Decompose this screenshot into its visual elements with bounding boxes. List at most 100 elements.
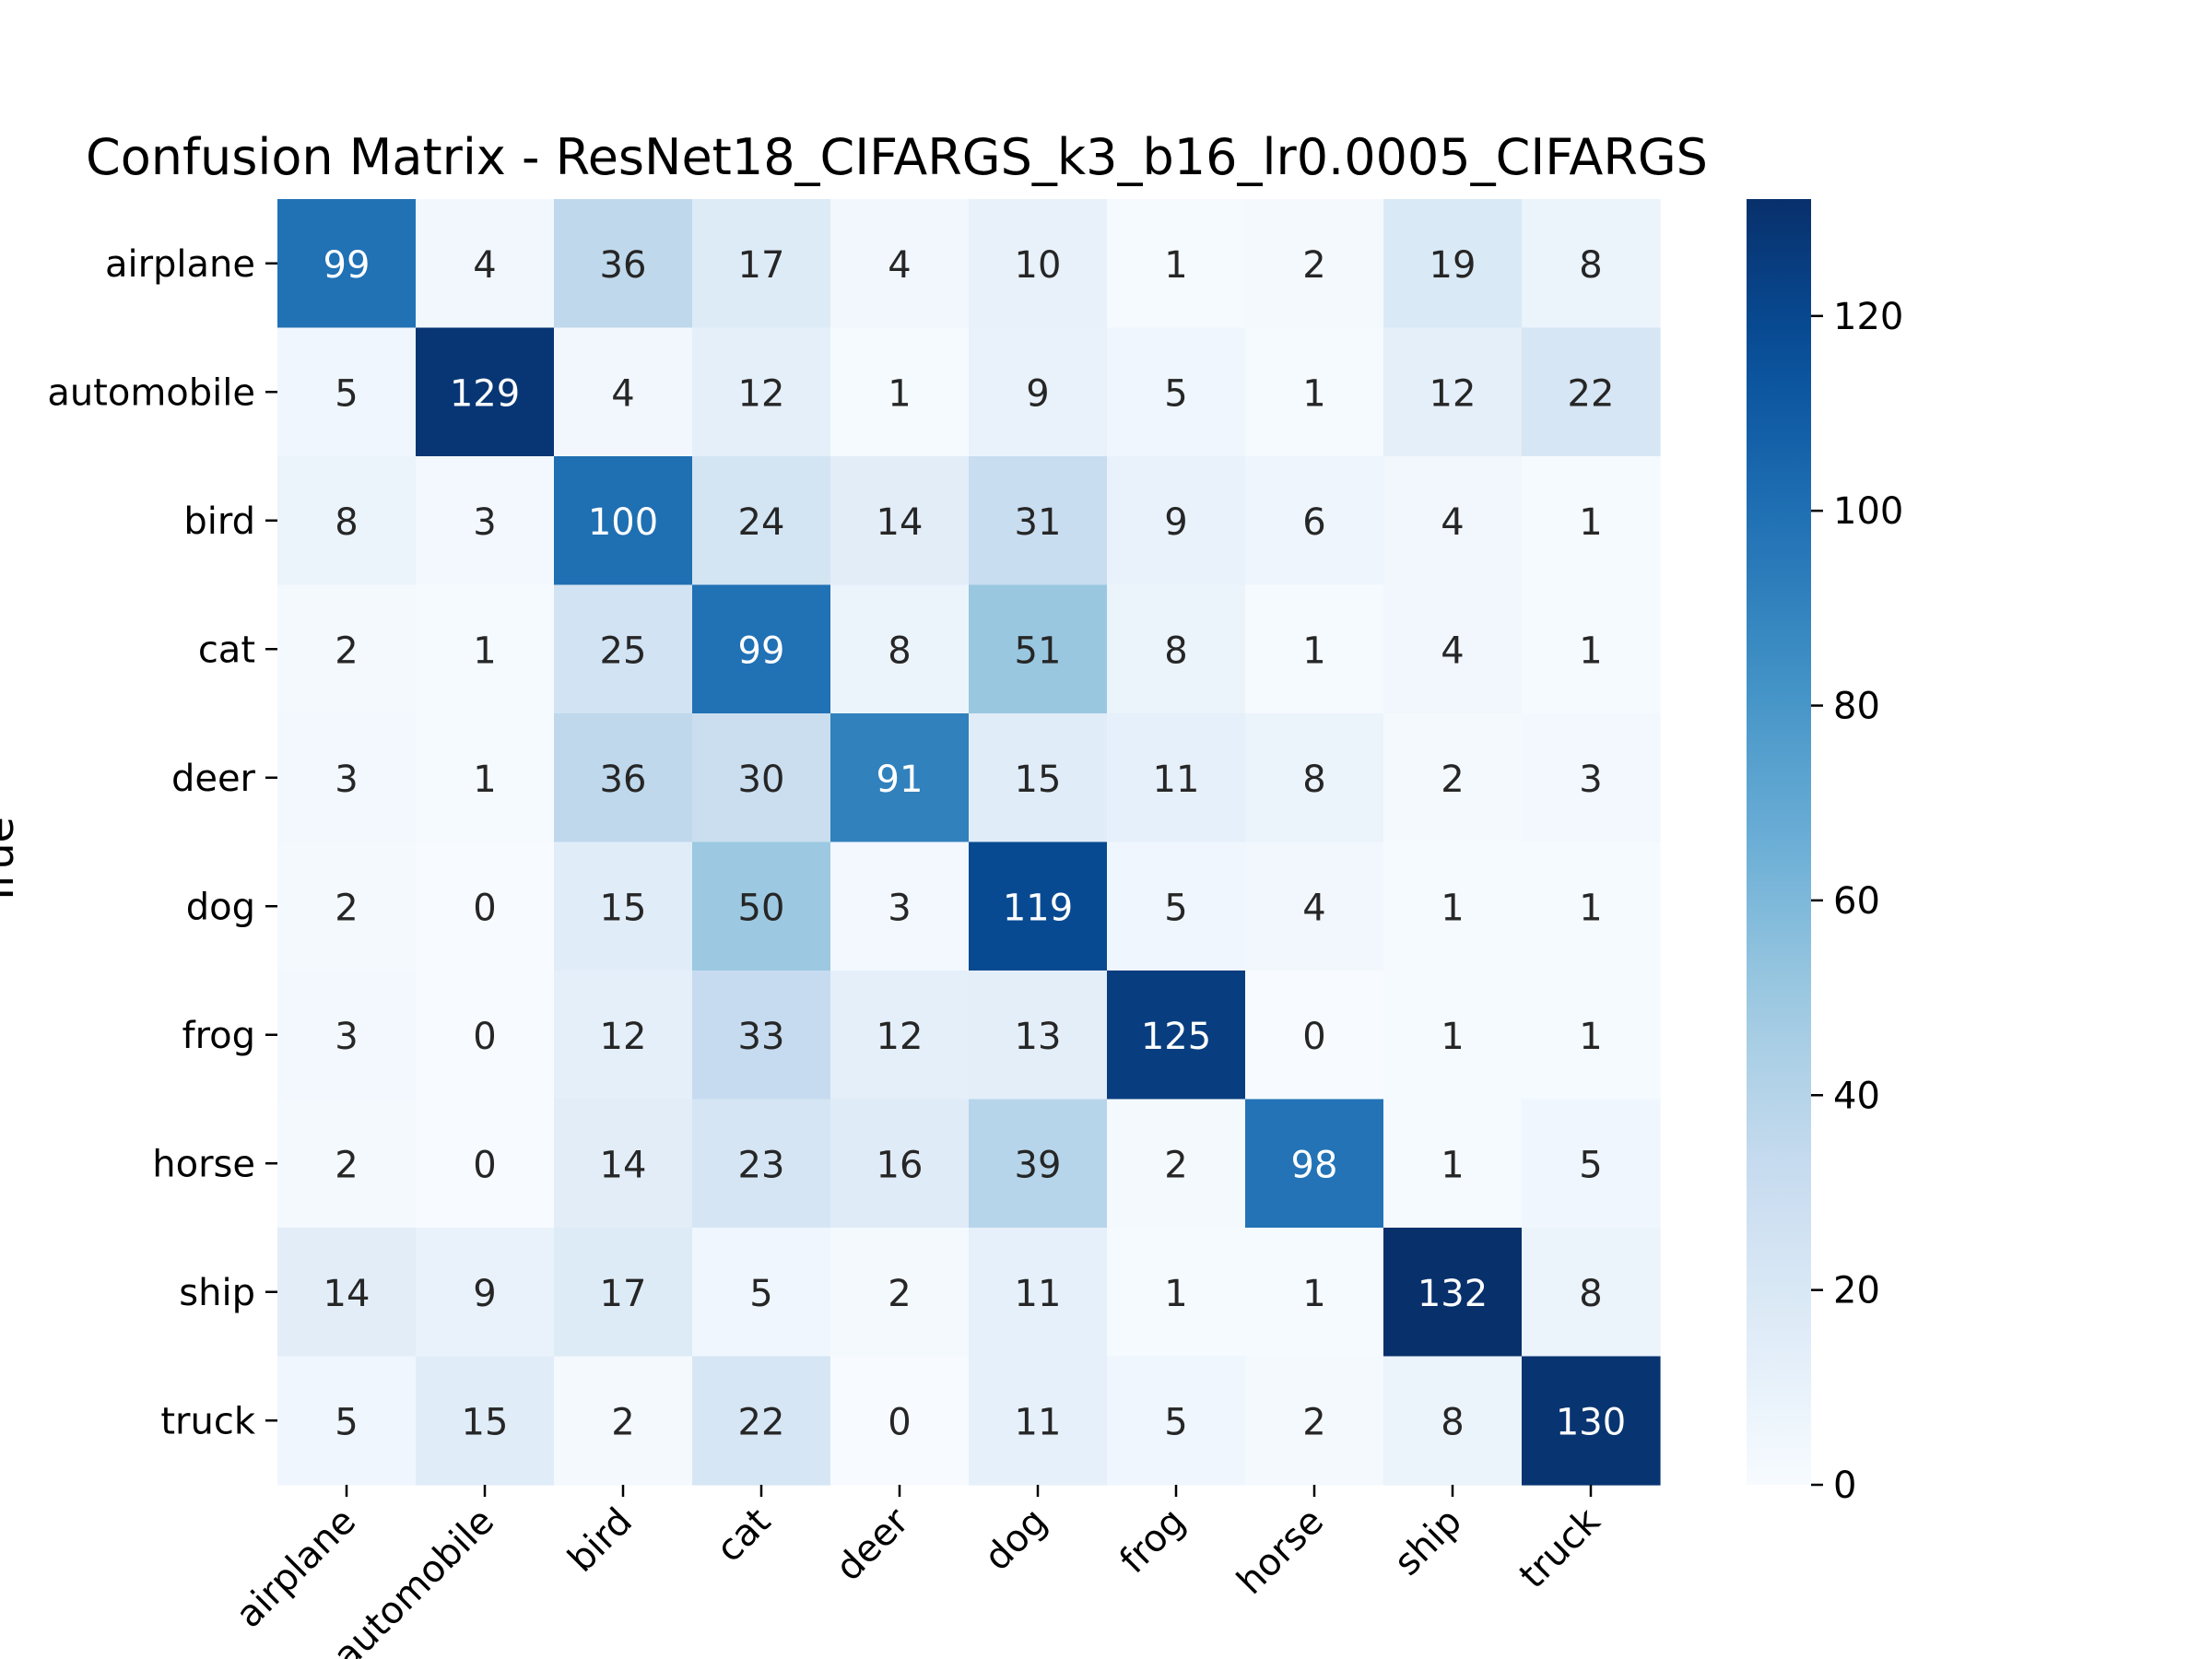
cell-value-label: 99: [738, 629, 785, 672]
cell-value-label: 11: [1153, 759, 1200, 801]
cell-value-label: 9: [473, 1273, 496, 1315]
cell-value-label: 11: [1015, 1273, 1062, 1315]
row-tick-label: deer: [171, 758, 256, 800]
cell-value-label: 8: [1579, 244, 1602, 287]
heatmap-cell: [830, 584, 970, 714]
heatmap-cell: [277, 199, 417, 329]
heatmap-cell: [1522, 456, 1661, 586]
heatmap-cell: [1383, 199, 1523, 329]
cell-value-label: 4: [1302, 887, 1325, 929]
heatmap-cell: [554, 456, 693, 586]
heatmap-cell: [692, 327, 831, 457]
cell-value-label: 50: [738, 887, 785, 929]
cell-value-label: 0: [473, 1144, 496, 1186]
heatmap-cell: [1383, 1099, 1523, 1229]
cell-value-label: 8: [335, 501, 358, 544]
cell-value-label: 3: [335, 759, 358, 801]
cell-value-label: 15: [1015, 759, 1062, 801]
heatmap-cell: [1522, 841, 1661, 971]
row-tick-label: airplane: [105, 243, 255, 286]
heatmap-cell: [1383, 1228, 1523, 1358]
heatmap-cell: [277, 456, 417, 586]
cell-value-label: 129: [450, 372, 520, 415]
heatmap-cell: [554, 841, 693, 971]
colorbar-tick-label: 0: [1833, 1465, 1856, 1507]
heatmap-cell: [416, 1356, 555, 1486]
heatmap-cell: [554, 584, 693, 714]
cell-value-label: 1: [473, 759, 496, 801]
heatmap-cell: [554, 971, 693, 1100]
heatmap-cell: [830, 713, 970, 843]
heatmap-cell: [830, 456, 970, 586]
heatmap-cell: [692, 1228, 831, 1358]
colorbar-tick-label: 120: [1833, 296, 1903, 338]
cell-value-label: 1: [1579, 629, 1602, 672]
heatmap-cell: [416, 971, 555, 1100]
heatmap-cell: [692, 456, 831, 586]
cell-value-label: 1: [1579, 887, 1602, 929]
cell-value-label: 1: [473, 629, 496, 672]
heatmap-cell: [1522, 1099, 1661, 1229]
heatmap-cell: [1245, 971, 1384, 1100]
heatmap-cell: [830, 1228, 970, 1358]
cell-value-label: 1: [1579, 1016, 1602, 1058]
heatmap-cell: [554, 1356, 693, 1486]
cell-value-label: 6: [1302, 501, 1325, 544]
cell-value-label: 3: [888, 887, 911, 929]
heatmap-cell: [1107, 456, 1246, 586]
cell-value-label: 8: [1579, 1273, 1602, 1315]
heatmap-cell: [830, 1356, 970, 1486]
heatmap-cell: [1383, 713, 1523, 843]
cell-value-label: 4: [888, 244, 911, 287]
cell-value-label: 22: [1568, 372, 1615, 415]
col-tick-label: horse: [1230, 1500, 1333, 1604]
cell-value-label: 5: [1164, 372, 1187, 415]
cell-value-label: 0: [1302, 1016, 1325, 1058]
heatmap-cell: [830, 1099, 970, 1229]
row-tick-labels: airplane automobile bird cat deer dog frog hors…: [47, 243, 277, 1442]
heatmap-cell: [277, 584, 417, 714]
cell-value-label: 8: [888, 629, 911, 672]
cell-value-label: 2: [335, 629, 358, 672]
heatmap-cell: [1522, 713, 1661, 843]
cell-value-label: 4: [1441, 501, 1464, 544]
colorbar-tick-label: 40: [1833, 1075, 1880, 1117]
cell-value-label: 5: [1579, 1144, 1602, 1186]
heatmap-cell: [1383, 327, 1523, 457]
heatmap-cell: [1107, 1228, 1246, 1358]
cell-value-label: 125: [1141, 1016, 1211, 1058]
heatmap-cell: [1522, 971, 1661, 1100]
cell-value-label: 3: [473, 501, 496, 544]
cell-value-label: 12: [877, 1016, 924, 1058]
cell-value-label: 1: [1302, 629, 1325, 672]
cell-value-label: 2: [335, 1144, 358, 1186]
heatmap-cell: [554, 1228, 693, 1358]
heatmap-cell: [1245, 1228, 1384, 1358]
heatmap-cell: [692, 713, 831, 843]
heatmap-cell: [416, 584, 555, 714]
heatmap-cell: [830, 199, 970, 329]
heatmap-cell: [1245, 456, 1384, 586]
cell-value-label: 14: [877, 501, 924, 544]
cell-value-label: 14: [600, 1144, 647, 1186]
col-tick-label: cat: [709, 1500, 780, 1571]
heatmap-cell-labels: 99 4 36 17 4 10 1 2 19 85 129 4 12 1 9 5 1 12 228 3 100 24 14 3…: [324, 244, 1627, 1444]
cell-value-label: 23: [738, 1144, 785, 1186]
cell-value-label: 3: [335, 1016, 358, 1058]
row-tick-label: truck: [160, 1400, 255, 1442]
cell-value-label: 15: [462, 1401, 509, 1443]
heatmap-cell: [1107, 713, 1246, 843]
cell-value-label: 9: [1026, 372, 1049, 415]
heatmap-cell: [830, 327, 970, 457]
heatmap-cell: [277, 1099, 417, 1229]
cell-value-label: 11: [1015, 1401, 1062, 1443]
y-axis-label: True: [0, 817, 23, 908]
heatmap-cell: [554, 327, 693, 457]
heatmap-cell: [692, 971, 831, 1100]
cell-value-label: 13: [1015, 1016, 1062, 1058]
heatmap-cell: [1107, 971, 1246, 1100]
cell-value-label: 39: [1015, 1144, 1062, 1186]
cell-value-label: 19: [1430, 244, 1477, 287]
heatmap-cell: [969, 1228, 1108, 1358]
cell-value-label: 17: [600, 1273, 647, 1315]
